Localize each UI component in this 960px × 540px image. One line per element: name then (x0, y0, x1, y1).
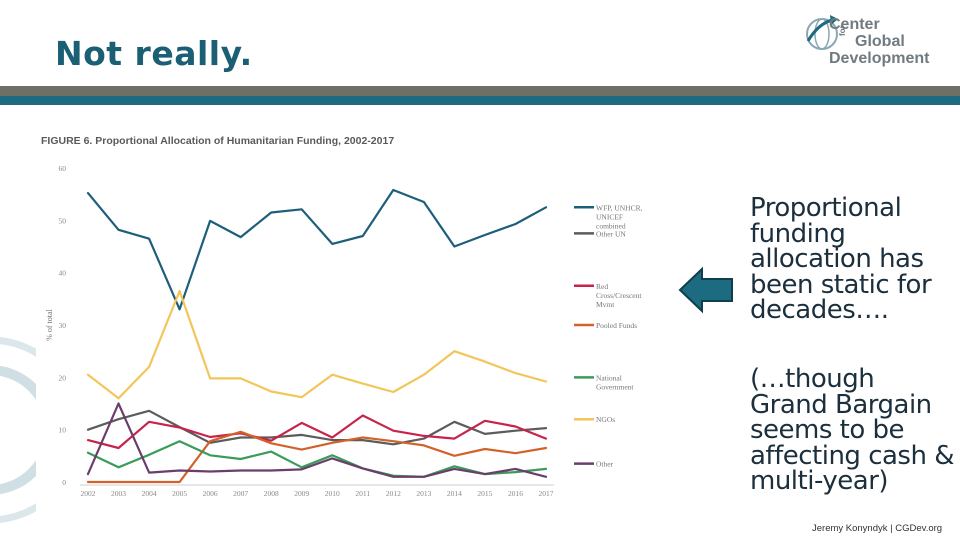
cgd-logo: Center for Global Development (806, 14, 946, 76)
legend-label: Cross/Crescent (596, 291, 642, 300)
x-tick-label: 2005 (172, 489, 187, 498)
chart-panel: FIGURE 6. Proportional Allocation of Hum… (36, 126, 670, 512)
header-band-teal (0, 96, 960, 105)
y-tick-label: 50 (59, 216, 67, 225)
series-line-red-cross-crescent-mvmt (86, 414, 548, 450)
legend-label: combined (596, 221, 626, 230)
slide-credit: Jeremy Konyndyk | CGDev.org (812, 523, 943, 534)
legend-label: Mvmt (596, 300, 615, 309)
x-tick-label: 2010 (325, 489, 340, 498)
y-tick-label: 60 (59, 164, 67, 173)
logo-line-development: Development (829, 50, 930, 67)
legend-label: Pooled Funds (596, 321, 637, 330)
y-tick-label: 40 (59, 269, 67, 278)
x-tick-label: 2012 (386, 489, 401, 498)
y-tick-label: 30 (59, 321, 67, 330)
legend-label: NGOs (596, 415, 615, 424)
series-line-national-government (86, 440, 548, 478)
x-tick-label: 2003 (111, 489, 126, 498)
x-tick-label: 2009 (294, 489, 309, 498)
y-tick-label: 10 (59, 426, 67, 435)
y-tick-label: 0 (62, 478, 66, 487)
legend-label: WFP, UNHCR, (596, 203, 643, 212)
y-tick-label: 20 (59, 373, 67, 382)
slide-title: Not really. (55, 34, 253, 73)
legend-label: Other (596, 460, 614, 469)
legend-label: Government (596, 382, 634, 391)
legend-label: UNICEF (596, 212, 623, 221)
caveat-text: (…though Grand Bargain seems to be affec… (750, 364, 955, 496)
series-line-pooled-funds (86, 430, 548, 484)
y-axis-label: % of total (45, 308, 54, 340)
x-tick-label: 2002 (81, 489, 96, 498)
funding-line-chart: FIGURE 6. Proportional Allocation of Hum… (41, 135, 643, 498)
x-tick-label: 2008 (264, 489, 279, 498)
series-line-other-un (86, 409, 548, 446)
x-tick-label: 2007 (233, 489, 248, 498)
header-band-gray (0, 86, 960, 96)
series-line-other (86, 402, 548, 478)
globe-arrow-icon (806, 15, 838, 50)
takeaway-text: Proportional funding allocation has been… (750, 193, 932, 325)
logo-line-for: for (838, 25, 847, 36)
x-tick-label: 2006 (203, 489, 218, 498)
x-tick-label: 2011 (355, 489, 370, 498)
logo-line-global: Global (855, 33, 905, 50)
x-tick-label: 2015 (477, 489, 492, 498)
x-tick-label: 2016 (508, 489, 523, 498)
x-tick-label: 2004 (142, 489, 157, 498)
logo-line-center: Center (829, 16, 880, 33)
left-arrow-icon (678, 266, 733, 314)
legend-label: National (596, 373, 622, 382)
chart-title: FIGURE 6. Proportional Allocation of Hum… (41, 135, 394, 147)
x-tick-label: 2014 (447, 489, 462, 498)
x-tick-label: 2017 (539, 489, 554, 498)
legend-label: Red (596, 282, 608, 291)
legend-label: Other UN (596, 229, 626, 238)
x-tick-label: 2013 (416, 489, 431, 498)
series-line-ngos (86, 289, 548, 400)
series-line-wfp-unhcr-unicef-combined (86, 188, 548, 311)
